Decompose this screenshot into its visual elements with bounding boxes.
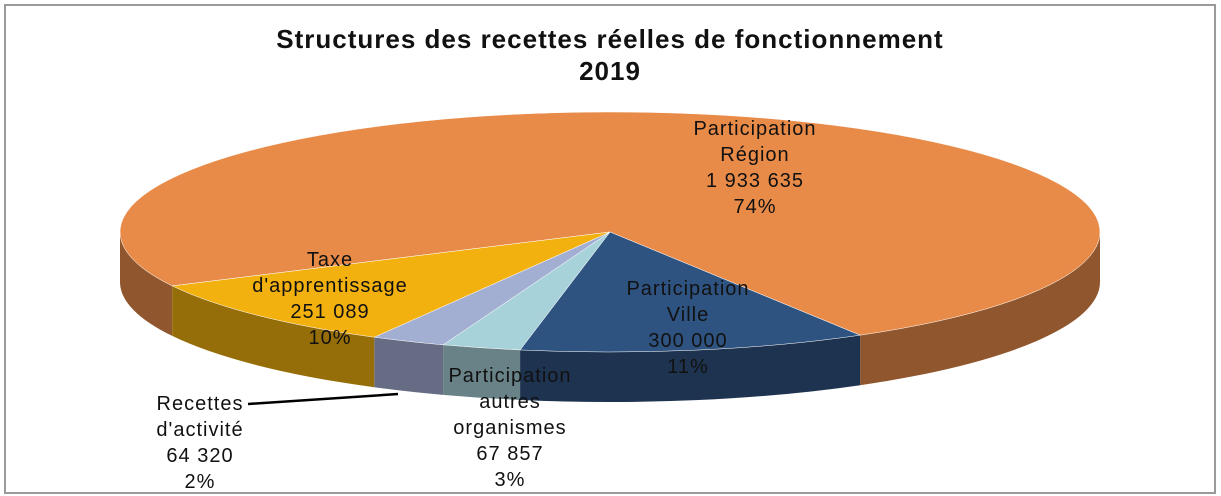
pie-side [860,232,1100,386]
pie-side [374,337,444,395]
pie-slice [119,111,1101,336]
percent-label: 11% [667,356,709,378]
value-label: 67 857 [476,443,543,465]
value-label: 300 000 [648,330,727,352]
value-label: 64 320 [166,445,233,467]
pie-sides [120,232,1100,403]
pie-side [120,232,173,336]
slice-label: Recettes d'activité [156,393,243,441]
leader-line [247,392,399,406]
percent-label: 10% [308,327,351,349]
pie-side [443,344,521,400]
pie-slice [171,231,611,338]
value-label: 1 933 635 [706,170,804,192]
value-label: 251 089 [290,301,369,323]
pie-slice [519,231,862,353]
percent-label: 74% [733,196,776,218]
slice-label: Taxe d'apprentissage [252,249,408,297]
chart-title: Structures des recettes réelles de fonct… [276,24,943,86]
slice-label: Participation Région [693,118,816,166]
slice-label: Participation autres organismes [448,365,571,439]
pie-side [520,335,861,403]
slice-label: Participation Ville [626,278,749,326]
pie-side [172,285,375,388]
percent-label: 2% [185,471,216,493]
pie-tops [119,111,1101,353]
percent-label: 3% [495,469,526,491]
